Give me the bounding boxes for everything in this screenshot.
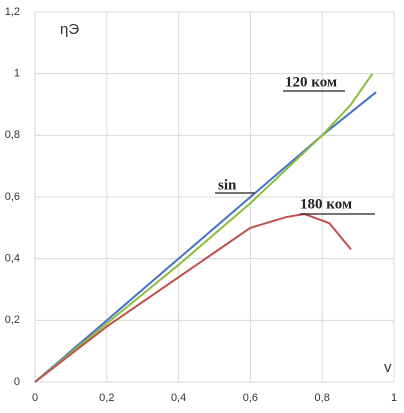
x-tick-label: 0,6 — [243, 392, 258, 404]
y-tick-label: 0 — [14, 376, 20, 388]
series-label: 120 ком — [285, 74, 337, 90]
x-tick-label: 0,4 — [171, 392, 186, 404]
y-tick-label: 0,2 — [5, 314, 20, 326]
line-series — [34, 91, 377, 383]
series-label: sin — [218, 177, 237, 193]
y-tick-label: 0,4 — [5, 253, 20, 265]
y-axis-label: ηЭ — [60, 21, 79, 38]
y-tick-label: 1,2 — [5, 6, 20, 18]
series-label: 180 ком — [300, 196, 352, 212]
y-tick-label: 1 — [14, 68, 20, 80]
line-series — [34, 73, 374, 383]
line-series — [34, 212, 352, 383]
y-tick-label: 0,8 — [5, 129, 20, 141]
x-tick-label: 0,8 — [315, 392, 330, 404]
x-tick-label: 1 — [391, 392, 397, 404]
x-tick-label: 0 — [32, 392, 38, 404]
y-tick-label: 0,6 — [5, 191, 20, 203]
x-axis-label: v — [384, 359, 392, 376]
x-tick-label: 0,2 — [99, 392, 114, 404]
